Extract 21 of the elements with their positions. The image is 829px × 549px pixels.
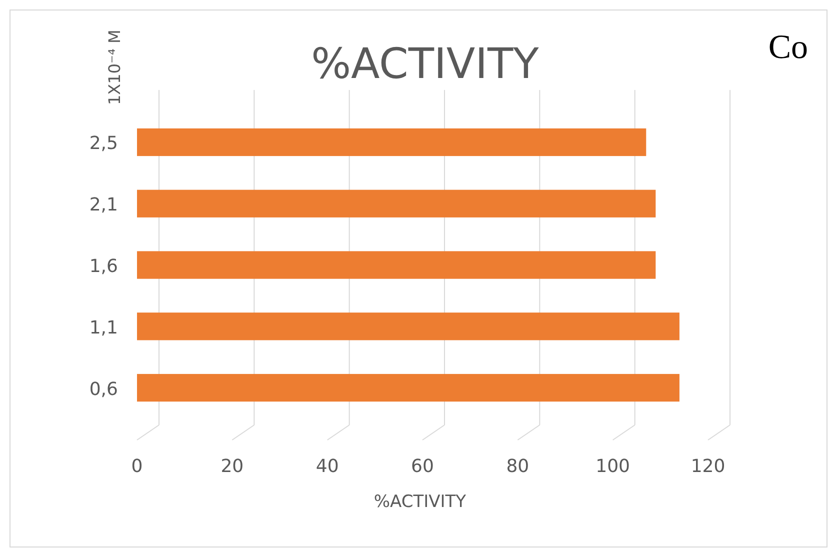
bar xyxy=(137,190,656,218)
bar xyxy=(137,251,656,279)
bar xyxy=(137,374,680,402)
y-tick-label: 1,1 xyxy=(89,317,118,338)
y-tick-label: 2,5 xyxy=(89,133,118,154)
y-tick-label: 0,6 xyxy=(89,378,118,400)
chart-title: %ACTIVITY xyxy=(311,39,540,88)
x-tick-label: 100 xyxy=(596,456,630,477)
x-tick-label: 20 xyxy=(220,456,244,477)
y-tick-label: 1,6 xyxy=(89,256,118,277)
x-tick-label: 80 xyxy=(506,456,530,477)
x-tick-label: 120 xyxy=(690,456,726,477)
x-tick-label: 40 xyxy=(316,456,339,477)
x-tick-label: 0 xyxy=(131,456,143,477)
bar xyxy=(137,312,680,340)
x-tick-label: 60 xyxy=(411,456,434,477)
text: Co xyxy=(768,29,808,66)
y-axis-title: 1X10⁻⁴ M xyxy=(105,30,124,105)
y-tick-label: 2,1 xyxy=(89,194,118,216)
bar xyxy=(137,128,646,156)
x-axis-title: %ACTIVITY xyxy=(374,492,467,512)
